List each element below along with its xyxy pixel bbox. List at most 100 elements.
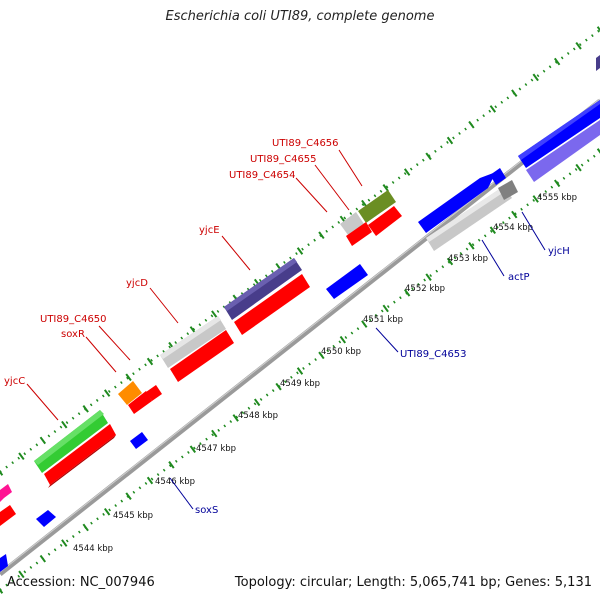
orf-small-blue xyxy=(130,432,148,449)
gene-label-soxS: soxS xyxy=(195,505,218,516)
tick-label-4544: 4544 kbp xyxy=(73,544,113,554)
gene-label-soxR: soxR xyxy=(61,329,85,340)
inner-tick-mark xyxy=(361,320,368,328)
orf-C4650-gray-top xyxy=(160,316,221,359)
orf-soxR-orange xyxy=(118,381,142,405)
inner-tick-mark xyxy=(61,539,68,547)
outer-tick-mark xyxy=(296,247,304,255)
inner-tick-mark xyxy=(339,335,347,344)
orf-yjcE-slate-top xyxy=(224,258,297,311)
inner-tick-mark xyxy=(596,148,600,154)
outer-tick-mark xyxy=(61,420,68,429)
inner-tick-mark xyxy=(382,304,389,313)
orf-red-left-edge xyxy=(0,505,16,526)
inner-tick-mark xyxy=(125,492,132,500)
orf-C4650-gray xyxy=(160,316,226,368)
orf-actP-gray xyxy=(426,186,512,251)
orf-C4656-olive xyxy=(358,190,396,223)
outer-tick-mark xyxy=(446,136,454,145)
inner-tick-mark xyxy=(532,195,539,203)
orf-yjcE-red xyxy=(234,274,310,335)
inner-tick-mark xyxy=(296,367,304,375)
label-leaders-forward xyxy=(26,149,363,421)
outer-tick-mark xyxy=(511,89,518,97)
outer-tick-mark xyxy=(532,73,539,82)
inner-tick-mark xyxy=(275,382,282,391)
orf-yjcC-red xyxy=(44,424,116,485)
orf-right-edge-slate xyxy=(596,55,600,71)
inner-tick-mark xyxy=(189,445,197,454)
inner-tick-mark xyxy=(446,257,454,266)
tick-label-4554: 4554 kbp xyxy=(493,223,533,233)
gene-label-yjcD: yjcD xyxy=(126,278,148,289)
orf-C4654-gray xyxy=(340,212,364,235)
outer-tick-mark xyxy=(103,389,111,397)
orf-small-red xyxy=(146,385,162,401)
inner-tick-mark xyxy=(253,398,261,407)
orf-yjcH-lavender xyxy=(526,120,600,182)
orf-C4655-red xyxy=(368,206,402,236)
tick-label-4555: 4555 kbp xyxy=(537,193,577,203)
orf-C4653-blue xyxy=(326,264,368,299)
outer-tick-mark xyxy=(382,184,389,192)
gene-label-actP: actP xyxy=(508,272,530,283)
inner-tick-mark xyxy=(82,523,89,532)
outer-tick-mark xyxy=(39,436,47,445)
inner-tick-mark xyxy=(468,242,475,250)
orf-yjcC-green xyxy=(34,410,108,473)
outer-tick-mark xyxy=(0,470,4,476)
gene-label-C4654: UTI89_C4654 xyxy=(229,170,296,181)
inner-tick-mark xyxy=(425,273,432,281)
inner-tick-mark xyxy=(0,588,4,594)
tick-label-4551: 4551 kbp xyxy=(363,315,403,325)
orf-C4654-red xyxy=(346,222,372,246)
map-title: Escherichia coli UTI89, complete genome xyxy=(165,9,435,24)
inner-tick-mark xyxy=(211,429,218,438)
outer-tick-mark xyxy=(18,452,25,461)
outer-tick-mark xyxy=(425,152,432,161)
gene-label-yjcE: yjcE xyxy=(199,225,220,236)
tick-marks xyxy=(0,26,600,594)
genome-backbone xyxy=(0,99,600,576)
orf-small-blue-2 xyxy=(490,168,506,185)
tick-label-4550: 4550 kbp xyxy=(321,347,361,357)
orf-actP-gray-top xyxy=(426,186,507,242)
orf-yjcE-slate xyxy=(224,258,302,320)
inner-tick-mark xyxy=(146,476,154,485)
outer-tick-mark xyxy=(553,57,561,66)
orf-yjcC-green-top xyxy=(34,410,104,465)
tick-label-4552: 4552 kbp xyxy=(405,284,445,294)
inner-tick-mark xyxy=(511,210,518,219)
topology-text: Topology: circular; Length: 5,065,741 bp… xyxy=(234,575,592,590)
outer-tick-mark xyxy=(575,41,582,50)
tick-label-4548: 4548 kbp xyxy=(238,411,278,421)
accession-text: Accession: NC_007946 xyxy=(7,575,155,590)
outer-tick-mark xyxy=(489,105,497,113)
inner-tick-mark xyxy=(403,288,411,297)
inner-tick-mark xyxy=(232,414,239,422)
orf-actP-blue xyxy=(418,172,496,233)
inner-tick-mark xyxy=(489,226,497,235)
outer-tick-mark xyxy=(468,120,475,129)
tick-label-4545: 4545 kbp xyxy=(113,511,153,521)
tick-label-4547: 4547 kbp xyxy=(196,444,236,454)
inner-tick-mark xyxy=(318,351,325,360)
outer-tick-mark xyxy=(125,373,132,382)
outer-tick-mark xyxy=(596,26,600,32)
orf-soxS-blue xyxy=(36,510,56,527)
orf-blue-left-edge xyxy=(0,554,8,572)
gene-label-C4653: UTI89_C4653 xyxy=(400,349,467,360)
orf-actP-darkgray xyxy=(498,180,518,200)
gene-label-yjcC: yjcC xyxy=(4,376,25,387)
inner-tick-mark xyxy=(553,179,561,188)
inner-tick-mark xyxy=(575,163,582,172)
orf-yjcD-red xyxy=(170,330,234,382)
orf-yjcH-blue-top xyxy=(518,100,600,160)
genome-backbone-highlight xyxy=(0,98,600,573)
inner-tick-mark xyxy=(168,461,175,469)
outer-tick-mark xyxy=(318,231,325,240)
inner-tick-mark xyxy=(39,554,47,563)
outer-tick-mark xyxy=(146,357,154,366)
orf-magenta-forward xyxy=(0,484,12,502)
orf-soxR-red xyxy=(128,391,152,414)
